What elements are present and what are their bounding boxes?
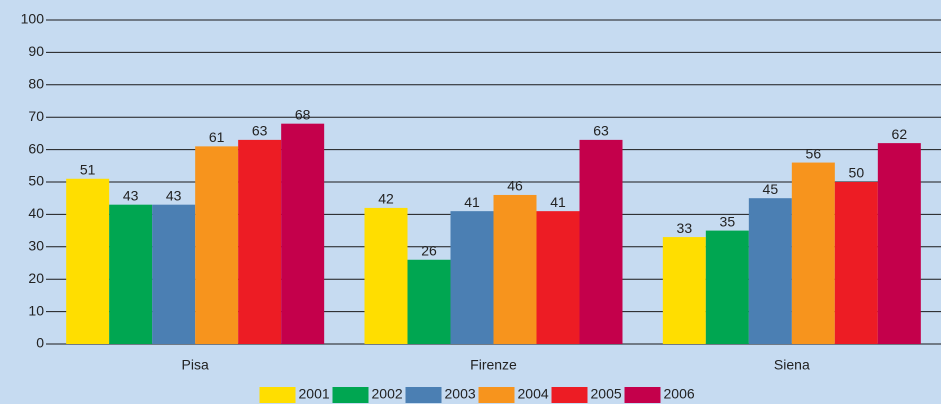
bar	[579, 139, 623, 344]
legend-swatch	[478, 387, 515, 403]
x-tick-label: Siena	[774, 357, 810, 373]
value-label: 26	[421, 242, 437, 258]
legend-label: 2005	[591, 386, 622, 402]
y-tick-label: 30	[28, 238, 44, 254]
bar	[152, 204, 196, 344]
bar	[877, 143, 921, 344]
value-label: 62	[892, 126, 908, 142]
bar	[450, 211, 494, 344]
bar	[748, 198, 792, 344]
value-label: 41	[550, 194, 566, 210]
value-label: 41	[464, 194, 480, 210]
value-label: 35	[720, 213, 736, 229]
value-label: 50	[849, 165, 865, 181]
legend-swatch	[332, 387, 369, 403]
bar	[66, 178, 110, 344]
value-label: 45	[763, 181, 779, 197]
bar	[109, 204, 153, 344]
y-tick-label: 10	[28, 302, 44, 318]
x-tick-label: Firenze	[470, 357, 517, 373]
y-tick-label: 80	[28, 76, 44, 92]
legend-label: 2001	[299, 386, 330, 402]
value-label: 46	[507, 178, 523, 194]
y-tick-label: 60	[28, 140, 44, 156]
bar	[705, 230, 749, 344]
value-label: 33	[677, 220, 693, 236]
y-tick-label: 90	[28, 43, 44, 59]
value-label: 42	[378, 191, 394, 207]
bar	[238, 139, 282, 344]
bar	[536, 211, 580, 344]
legend-swatch	[259, 387, 296, 403]
y-tick-label: 20	[28, 270, 44, 286]
bar	[834, 182, 878, 344]
value-label: 68	[295, 106, 311, 122]
y-tick-label: 40	[28, 205, 44, 221]
value-label: 61	[209, 129, 225, 145]
bar	[407, 259, 451, 344]
value-label: 63	[593, 123, 609, 139]
y-tick-label: 50	[28, 173, 44, 189]
value-label: 43	[123, 187, 139, 203]
y-tick-label: 100	[21, 11, 45, 27]
value-label: 43	[166, 187, 182, 203]
legend-swatch	[405, 387, 442, 403]
legend-swatch	[624, 387, 661, 403]
value-label: 56	[806, 145, 822, 161]
x-tick-label: Pisa	[182, 357, 209, 373]
value-label: 63	[252, 123, 268, 139]
legend-label: 2002	[372, 386, 403, 402]
y-tick-label: 70	[28, 108, 44, 124]
y-tick-label: 0	[36, 335, 44, 351]
bar	[281, 123, 325, 345]
value-label: 51	[80, 161, 96, 177]
legend-label: 2006	[664, 386, 695, 402]
legend-label: 2003	[445, 386, 476, 402]
bar	[662, 237, 706, 344]
bar	[364, 207, 408, 344]
bar	[195, 146, 239, 344]
bar	[493, 194, 537, 344]
legend-swatch	[551, 387, 588, 403]
bar	[791, 162, 835, 344]
legend-label: 2004	[518, 386, 549, 402]
